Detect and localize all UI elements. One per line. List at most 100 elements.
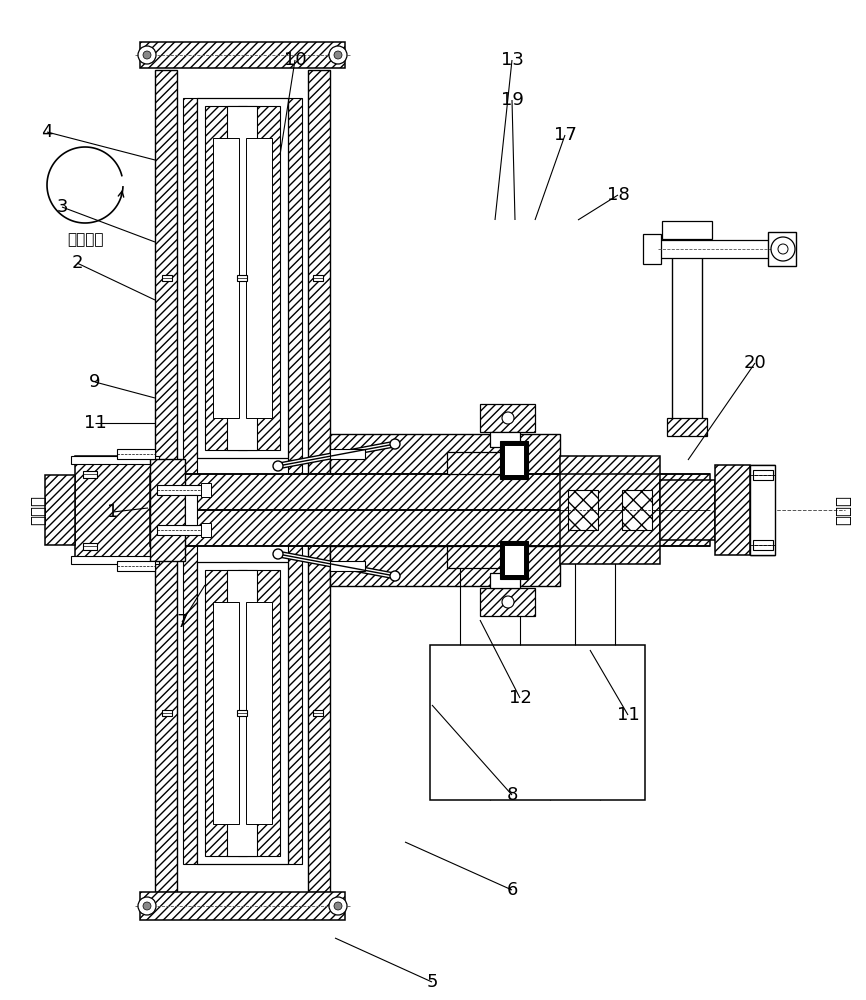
Bar [237,275,247,281]
Text: 17: 17 [553,126,577,144]
Bar [480,404,535,432]
Text: 8: 8 [507,786,518,804]
Text: 6: 6 [507,881,518,899]
Bar [71,556,159,564]
Bar [500,441,528,479]
Text: 11: 11 [84,414,107,432]
Circle shape [334,902,342,910]
Circle shape [334,51,342,59]
Text: 3: 3 [56,198,68,216]
Bar [504,545,524,575]
Bar [227,106,257,450]
Bar [83,542,97,550]
Text: 输入侧: 输入侧 [29,495,47,525]
Bar [201,523,211,537]
Bar [83,471,97,478]
Bar [155,70,177,892]
Bar [662,221,712,239]
Bar [205,106,247,450]
Bar [313,710,323,716]
Bar [313,275,323,281]
Bar [71,456,159,464]
Bar [672,234,702,434]
Bar [622,490,652,530]
Circle shape [771,237,795,261]
Bar [213,138,239,418]
Circle shape [273,461,283,471]
Bar [75,456,155,564]
Text: 10: 10 [284,51,307,69]
Circle shape [273,549,283,559]
Bar [568,490,598,530]
Bar [658,240,780,258]
Bar [183,98,197,864]
Bar [330,434,560,474]
Bar [308,70,330,892]
Text: 1: 1 [107,503,119,521]
Bar [205,570,247,856]
Bar [715,465,750,555]
Bar [185,495,197,525]
Bar [246,602,272,824]
Bar [197,562,288,864]
Text: 2: 2 [71,254,83,272]
Circle shape [138,897,156,915]
Bar [117,561,155,571]
Text: 负载侧: 负载侧 [834,495,852,525]
Bar [643,234,661,264]
Text: 20: 20 [744,354,766,372]
Text: 5: 5 [426,973,437,991]
Bar [288,98,302,864]
Circle shape [390,439,400,449]
Circle shape [502,412,514,424]
Bar [330,449,365,459]
Bar [150,459,185,561]
Bar [430,645,645,800]
Bar [201,483,211,497]
Text: 11: 11 [617,706,639,724]
Bar [162,710,172,716]
Bar [117,449,155,459]
Bar [480,588,535,616]
Bar [197,98,288,458]
Bar [213,602,239,824]
Bar [750,465,775,555]
Bar [237,710,247,716]
Bar [753,470,773,480]
Circle shape [390,571,400,581]
Circle shape [502,596,514,608]
Bar [447,546,502,568]
Bar [157,525,205,535]
Bar [490,573,520,588]
Bar [227,570,257,856]
Text: 7: 7 [177,613,188,631]
Text: 4: 4 [42,123,53,141]
Bar [667,418,707,436]
Circle shape [778,244,788,254]
Bar [238,570,280,856]
Bar [660,480,715,540]
Bar [45,475,75,545]
Bar [150,510,710,546]
Text: 13: 13 [501,51,523,69]
Bar [162,275,172,281]
Bar [238,106,280,450]
Bar [768,232,796,266]
Bar [140,42,345,68]
Circle shape [143,902,151,910]
Bar [560,456,660,564]
Bar [447,452,502,474]
Bar [330,546,560,586]
Bar [246,138,272,418]
Circle shape [143,51,151,59]
Bar [490,432,520,447]
Text: 9: 9 [89,373,100,391]
Bar [150,474,710,510]
Bar [500,541,528,579]
Circle shape [138,46,156,64]
Circle shape [329,46,347,64]
Bar [157,485,205,495]
Circle shape [329,897,347,915]
Bar [504,445,524,475]
Bar [753,540,773,550]
